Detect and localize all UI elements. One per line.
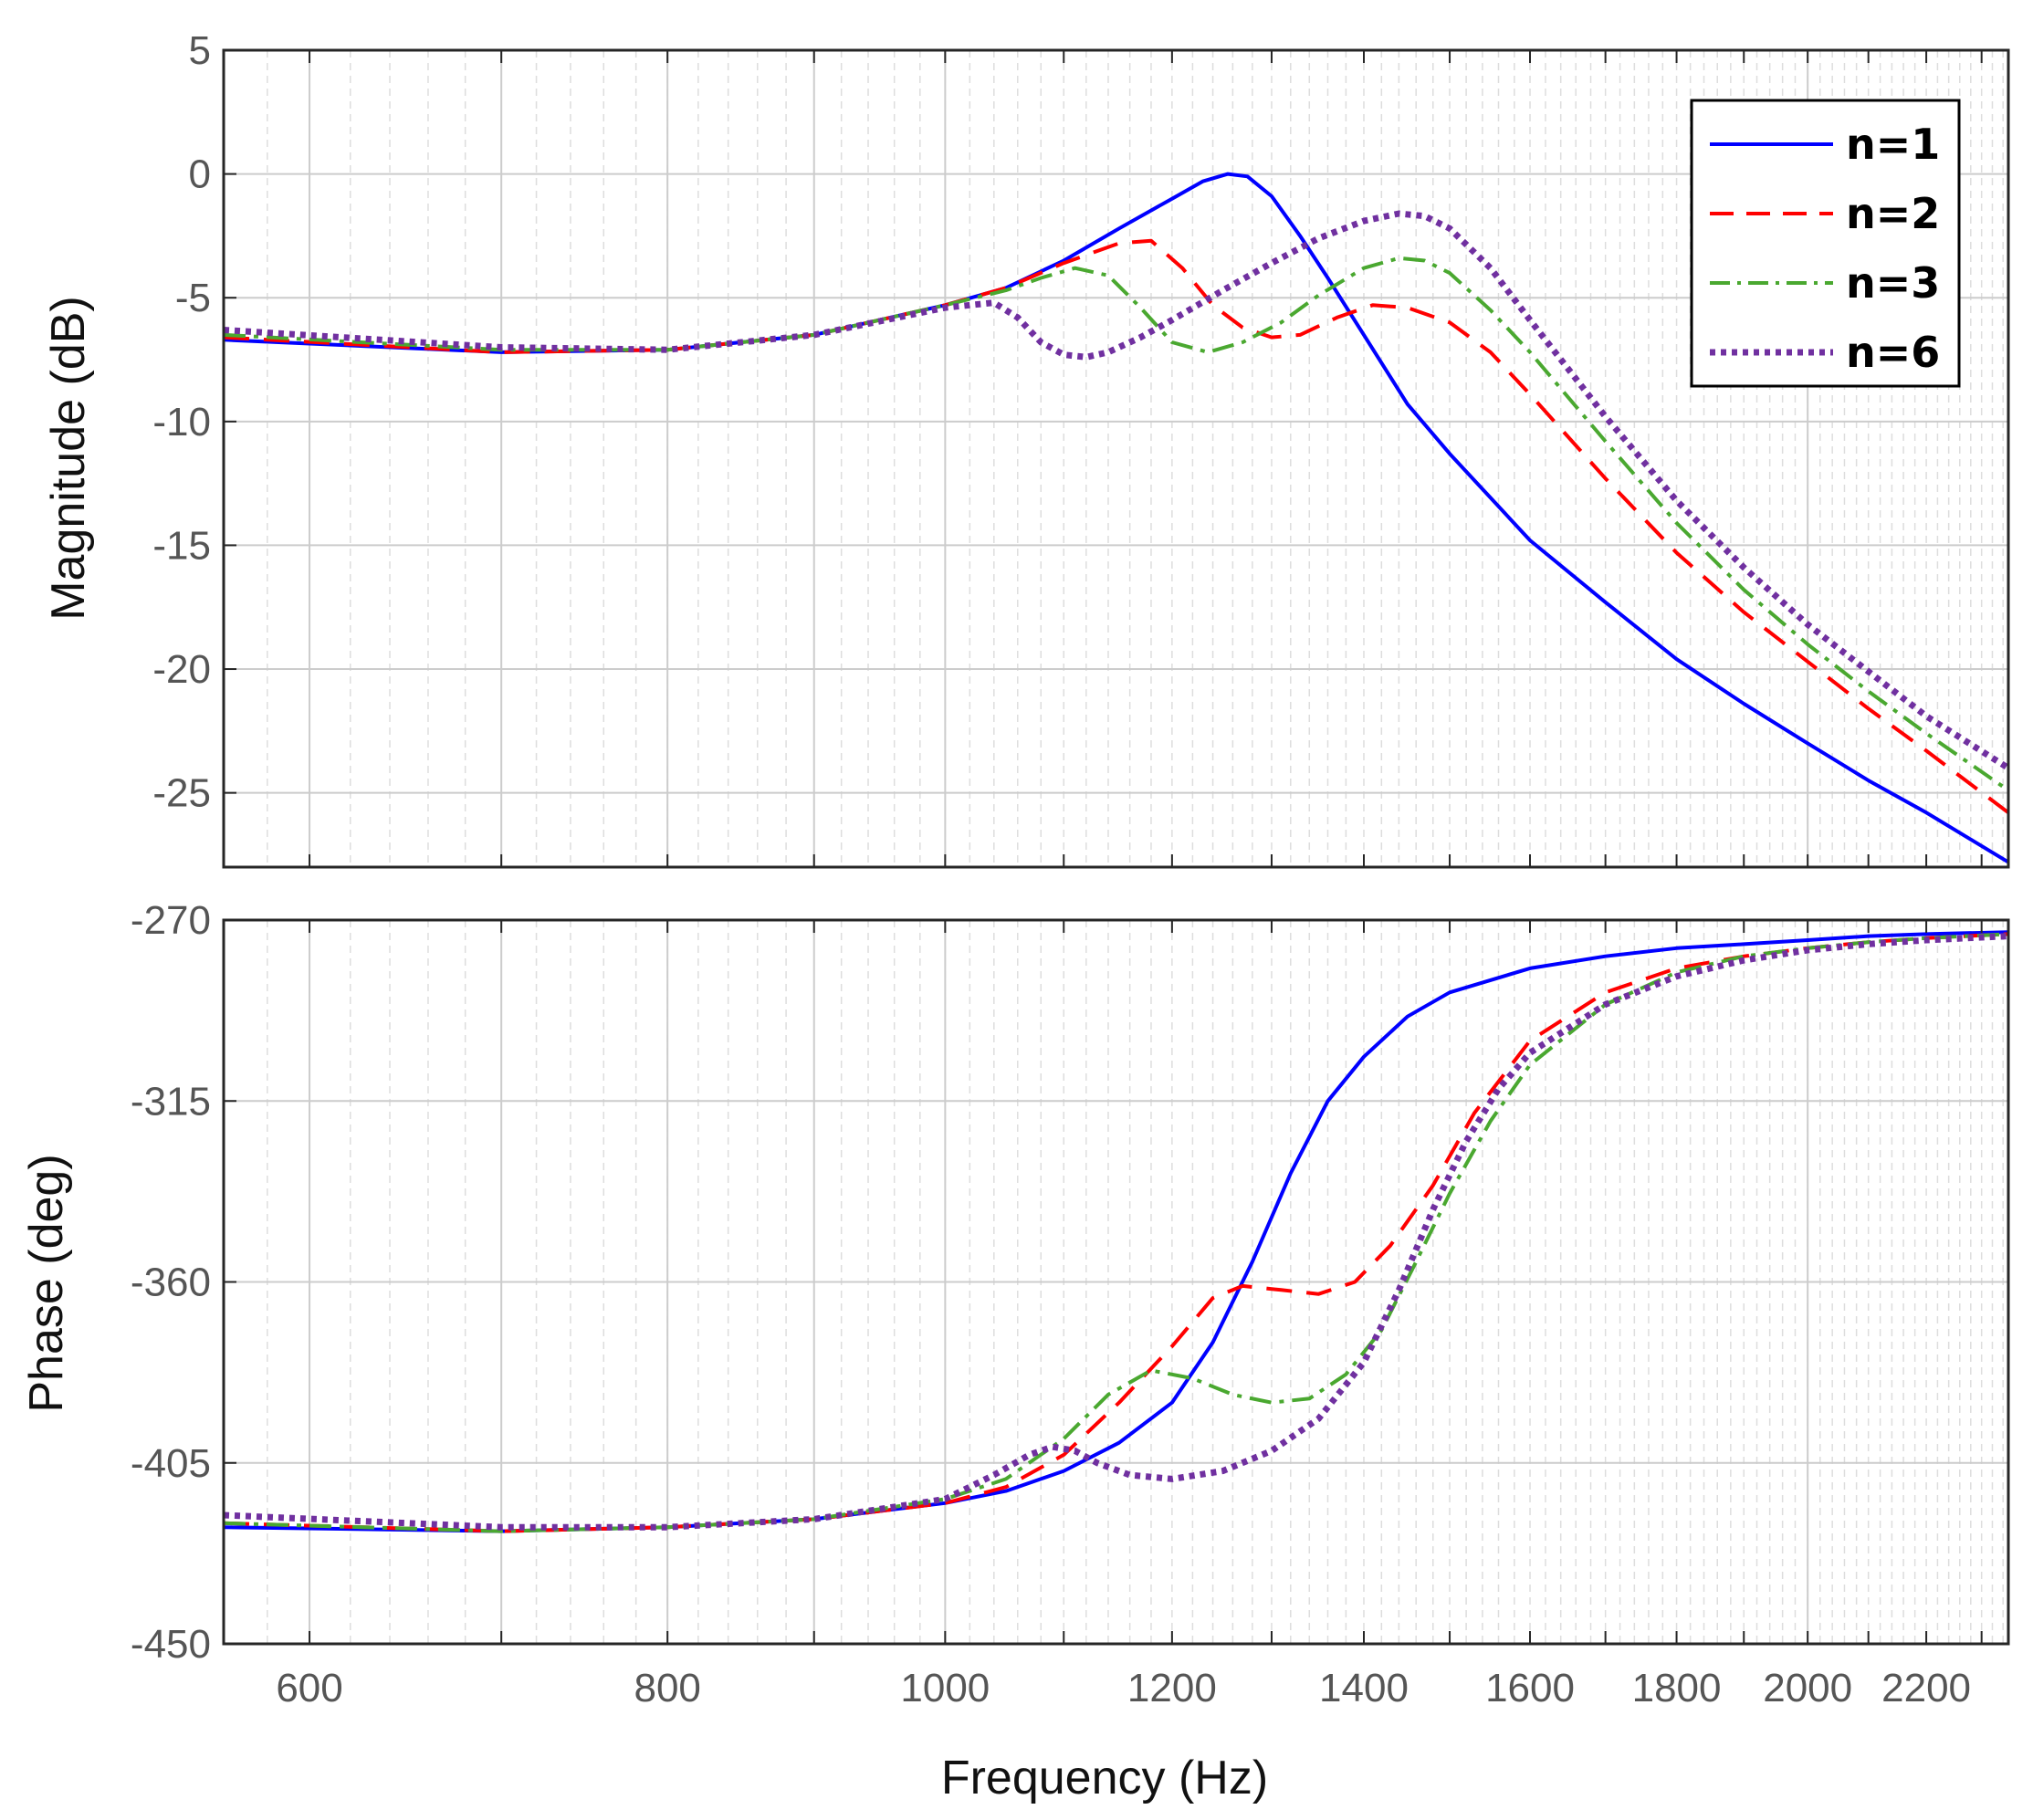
series-line-n6 [223,933,2009,1531]
y-tick-label: 0 [189,152,211,197]
y-tick-label: -5 [175,276,211,320]
y-tick-label: -360 [131,1260,211,1305]
phase-plot: -270 -315 -360 -405 -450 600 800 1000 1200 1400 1… [20,898,2010,1804]
y-tick-label: -25 [152,771,211,816]
y-tick-label: -315 [131,1079,211,1124]
legend-label-n1: n=1 [1846,120,1940,169]
legend-label-n2: n=2 [1846,189,1940,238]
series-line-n6 [223,210,2010,771]
x-tick-label: 2200 [1881,1666,1971,1710]
x-axis-ticks [309,50,1983,867]
x-tick-label: 1400 [1319,1666,1409,1710]
y-axis-ticks: 5 0 -5 -10 -15 -20 -25 [152,28,236,816]
y-axis-ticks: -270 -315 -360 -405 -450 [131,898,236,1667]
x-tick-label: 1800 [1632,1666,1722,1710]
y-tick-label: -405 [131,1441,211,1486]
y-tick-label: 5 [189,28,211,73]
x-tick-label: 2000 [1763,1666,1852,1710]
x-tick-label: 1000 [900,1666,990,1710]
y-tick-label: -20 [152,647,211,692]
series-line-n3 [223,256,2010,792]
y-tick-label: -15 [152,523,211,568]
legend-label-n6: n=6 [1846,328,1940,377]
x-tick-label: 800 [634,1666,700,1710]
x-tick-label: 1600 [1485,1666,1575,1710]
series-layer [223,930,2009,1533]
y-tick-label: -10 [152,400,211,445]
y-tick-label: -270 [131,898,211,943]
series-line-n2 [223,932,2009,1533]
legend: n=1 n=2 n=3 n=6 [1690,99,1961,388]
legend-label-n3: n=3 [1846,258,1940,308]
y-tick-label: -450 [131,1622,211,1667]
x-tick-label: 600 [276,1666,342,1710]
x-axis-ticks: 600 800 1000 1200 1400 1600 1800 2000 2200 [276,920,1983,1710]
legend-box [1690,99,1961,388]
series-layer [223,172,2010,864]
magnitude-plot: 5 0 -5 -10 -15 -20 -25 Magnitude (dB) n=1 n=2 … [42,28,2010,869]
x-tick-label: 1200 [1127,1666,1217,1710]
x-axis-label: Frequency (Hz) [941,1752,1268,1804]
magnitude-y-label: Magnitude (dB) [42,296,95,621]
phase-y-label: Phase (deg) [20,1154,73,1412]
